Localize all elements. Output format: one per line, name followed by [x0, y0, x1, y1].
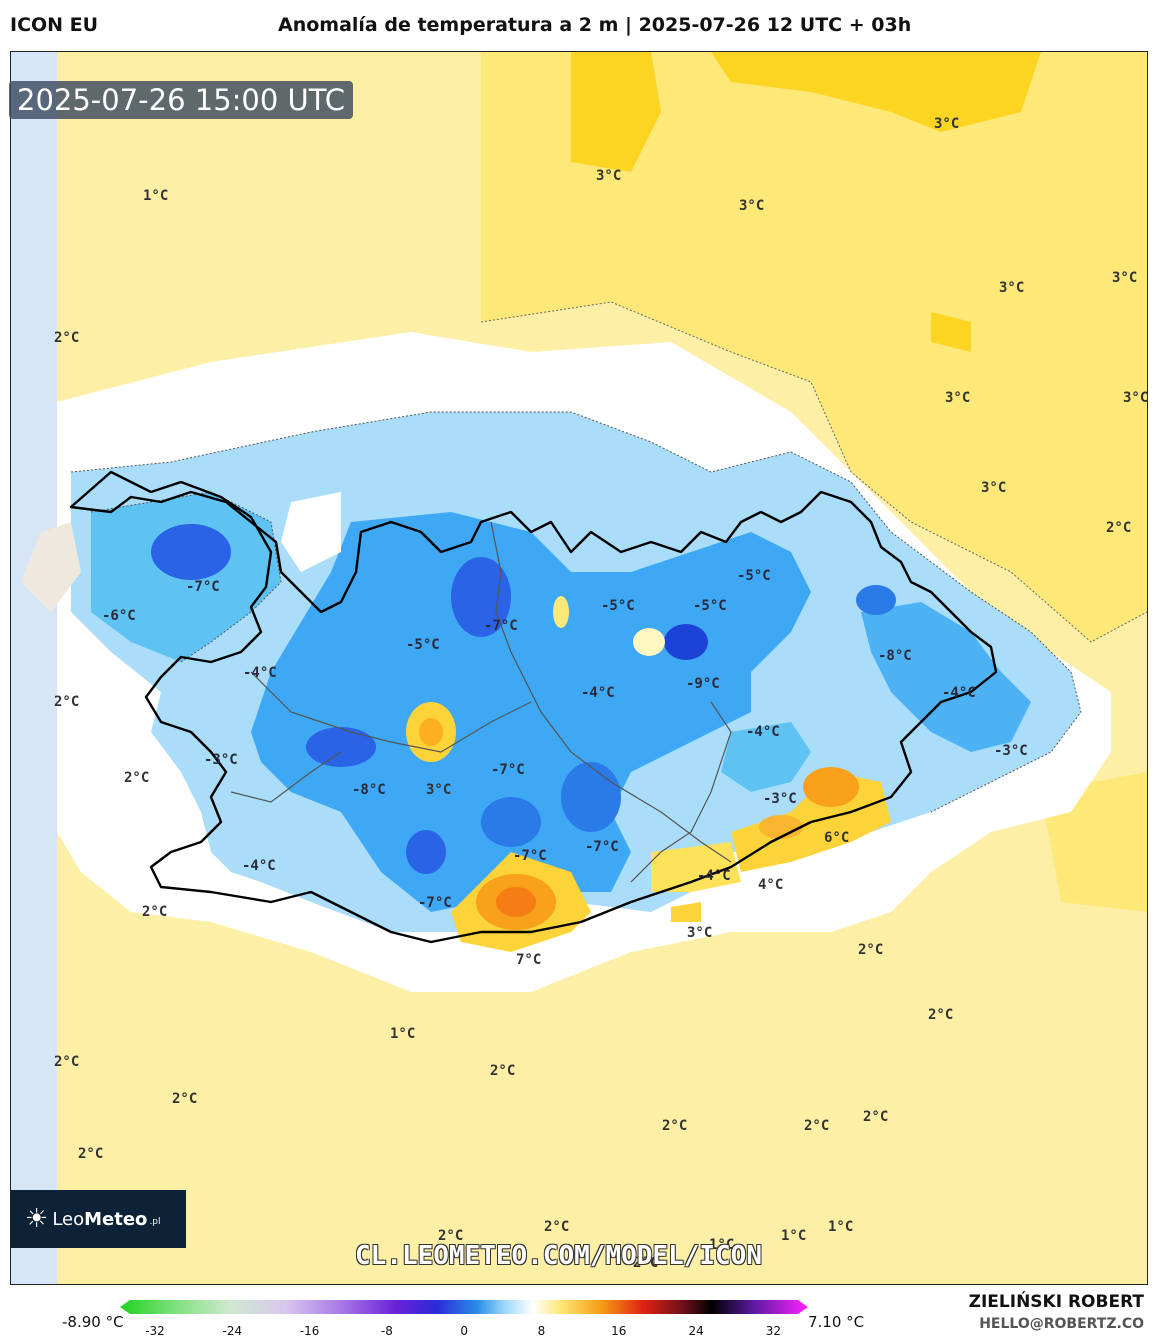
- map-graphic: [11, 52, 1147, 1284]
- temperature-label: 6°C: [824, 830, 850, 846]
- temperature-label: 2°C: [438, 1228, 464, 1244]
- temperature-label: -3°C: [204, 752, 238, 768]
- temperature-label: -5°C: [601, 598, 635, 614]
- temperature-label: -7°C: [186, 579, 220, 595]
- colorbar-tick-label: 24: [688, 1324, 704, 1338]
- temperature-label: 2°C: [490, 1063, 516, 1079]
- legend-min-label: -8.90 °C: [62, 1313, 124, 1331]
- leometeo-logo[interactable]: ☀ LeoMeteo .pl: [11, 1190, 186, 1248]
- temperature-label: 1°C: [781, 1228, 807, 1244]
- temperature-label: 3°C: [1112, 270, 1138, 286]
- temperature-label: 2°C: [54, 694, 80, 710]
- temperature-label: -5°C: [406, 637, 440, 653]
- colorbar-tick-label: 32: [765, 1324, 782, 1338]
- temperature-label: 3°C: [739, 198, 765, 214]
- temperature-label: -5°C: [693, 598, 727, 614]
- temperature-label: 3°C: [1123, 390, 1148, 406]
- temperature-label: 2°C: [54, 1054, 80, 1070]
- logo-text-light: Leo: [52, 1208, 85, 1230]
- colorbar-tick-label: 16: [611, 1324, 627, 1338]
- temperature-label: -7°C: [513, 848, 547, 864]
- logo-text-bold: Meteo: [84, 1208, 148, 1230]
- temperature-label: 2°C: [1106, 520, 1132, 536]
- temperature-label: 1°C: [709, 1237, 735, 1253]
- temperature-label: 1°C: [828, 1219, 854, 1235]
- author-email[interactable]: HELLO@ROBERTZ.CO: [979, 1316, 1144, 1332]
- temperature-label: -4°C: [942, 685, 976, 701]
- temperature-label: -7°C: [585, 839, 619, 855]
- temperature-label: 1°C: [390, 1026, 416, 1042]
- temperature-label: -6°C: [102, 608, 136, 624]
- model-name: ICON EU: [10, 14, 99, 36]
- temperature-label: 2°C: [858, 942, 884, 958]
- temperature-label: -8°C: [352, 782, 386, 798]
- temperature-label: 3°C: [999, 280, 1025, 296]
- temperature-label: 3°C: [934, 116, 960, 132]
- colorbar-tick-label: -32: [145, 1324, 165, 1338]
- temperature-label: 3°C: [981, 480, 1007, 496]
- colorbar-tick-label: -16: [299, 1324, 320, 1338]
- temperature-label: -7°C: [418, 895, 452, 911]
- timestamp-badge: 2025-07-26 15:00 UTC: [9, 81, 354, 119]
- sun-icon: ☀: [25, 1204, 49, 1234]
- temperature-label: -3°C: [994, 743, 1028, 759]
- temperature-label: 3°C: [687, 925, 713, 941]
- colorbar-tick-label: -24: [222, 1324, 243, 1338]
- temperature-label: -4°C: [242, 858, 276, 874]
- temperature-label: 4°C: [758, 877, 784, 893]
- temperature-label: 2°C: [54, 330, 80, 346]
- temperature-label: 7°C: [516, 952, 542, 968]
- logo-suffix: .pl: [149, 1217, 161, 1227]
- temperature-label: 2°C: [928, 1007, 954, 1023]
- temperature-label: -7°C: [491, 762, 525, 778]
- temperature-label: 2°C: [78, 1146, 104, 1162]
- colorbar-tick-label: -8: [380, 1324, 393, 1338]
- colorbar-tick-label: 8: [537, 1324, 546, 1338]
- temperature-label: 3°C: [426, 782, 452, 798]
- temperature-label: 2°C: [172, 1091, 198, 1107]
- temperature-label: -3°C: [763, 791, 797, 807]
- author-name: ZIELIŃSKI ROBERT: [968, 1292, 1144, 1312]
- temperature-label: 2°C: [544, 1219, 570, 1235]
- temperature-label: -4°C: [243, 665, 277, 681]
- colorbar: [120, 1300, 808, 1314]
- watermark-url[interactable]: CL.LEOMETEO.COM/MODEL/ICON: [355, 1241, 762, 1271]
- temperature-label: -9°C: [686, 676, 720, 692]
- temperature-label: 2°C: [662, 1118, 688, 1134]
- legend-max-label: 7.10 °C: [808, 1313, 865, 1331]
- temperature-label: 2°C: [633, 1255, 659, 1271]
- temperature-label: 3°C: [596, 168, 622, 184]
- anomaly-map: 1°C 3°C 3°C 3°C 3°C 3°C 3°C 3°C 3°C 2°C 2°C 2°C 2°C 2…: [10, 51, 1148, 1285]
- temperature-label: 1°C: [143, 188, 169, 204]
- temperature-label: 2°C: [142, 904, 168, 920]
- temperature-label: -4°C: [746, 724, 780, 740]
- temperature-label: 3°C: [945, 390, 971, 406]
- map-title: Anomalía de temperatura a 2 m | 2025-07-…: [278, 14, 912, 36]
- temperature-label: -7°C: [484, 618, 518, 634]
- temperature-label: -4°C: [581, 685, 615, 701]
- temperature-label: -8°C: [878, 648, 912, 664]
- temperature-label: 2°C: [804, 1118, 830, 1134]
- temperature-label: -4°C: [697, 868, 731, 884]
- temperature-label: 2°C: [863, 1109, 889, 1125]
- temperature-label: 2°C: [124, 770, 150, 786]
- colorbar-tick-label: 0: [460, 1324, 468, 1338]
- temperature-label: -5°C: [737, 568, 771, 584]
